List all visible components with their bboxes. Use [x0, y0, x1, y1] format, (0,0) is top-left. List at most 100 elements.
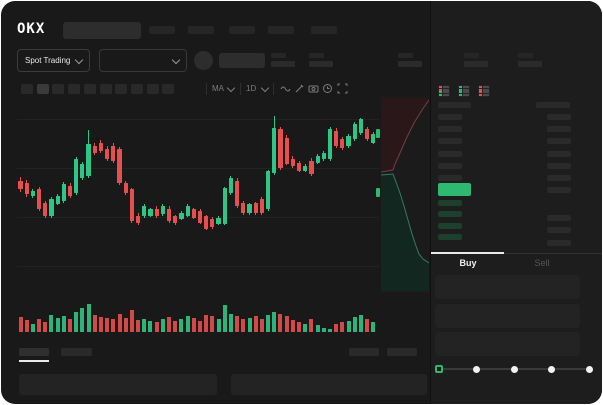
candle — [241, 203, 246, 213]
pair-selector-dropdown[interactable] — [99, 49, 187, 72]
timeframe-button[interactable] — [68, 84, 81, 94]
wave-icon[interactable] — [280, 83, 291, 94]
orderbook-col-header-price — [438, 102, 471, 108]
volume-bar — [371, 322, 376, 332]
candle — [210, 218, 215, 227]
book-row-glyph — [479, 86, 489, 89]
last-price-badge[interactable] — [438, 183, 471, 196]
clock-icon[interactable] — [322, 83, 333, 94]
coin-avatar[interactable] — [194, 51, 213, 70]
book-row-glyph — [439, 93, 449, 96]
volume-bar — [309, 319, 314, 332]
nav-item[interactable] — [229, 26, 255, 34]
book-combined-icon[interactable] — [438, 85, 450, 97]
book-sells-icon[interactable] — [478, 85, 490, 97]
book-row-glyph — [479, 88, 489, 91]
slider-stop[interactable] — [510, 365, 518, 373]
candle — [315, 156, 320, 164]
gridline — [17, 168, 379, 169]
sell-price[interactable] — [438, 126, 462, 133]
book-row-glyph — [459, 93, 469, 96]
candle — [259, 198, 264, 213]
pencil-icon[interactable] — [294, 83, 305, 94]
sell-price[interactable] — [438, 162, 462, 169]
buy-price[interactable] — [438, 211, 462, 218]
camera-icon[interactable] — [308, 83, 319, 94]
slider-stop[interactable] — [473, 365, 480, 373]
timeframe-button[interactable] — [52, 84, 65, 94]
stat-value — [309, 61, 333, 67]
timeframe-button[interactable] — [130, 84, 143, 94]
slider-handle[interactable] — [435, 365, 443, 373]
candle — [117, 148, 122, 184]
okx-logo: OKX — [17, 21, 46, 37]
bottom-chip[interactable] — [387, 348, 417, 356]
indicator-dropdown[interactable]: MA — [212, 84, 224, 93]
market-type-label: Spot Trading — [25, 56, 71, 65]
bottom-tab[interactable] — [61, 348, 92, 356]
volume-bar — [334, 323, 339, 332]
candle — [49, 198, 54, 217]
market-type-dropdown[interactable]: Spot Trading — [17, 49, 90, 72]
nav-item[interactable] — [149, 26, 175, 34]
book-buys-icon[interactable] — [458, 85, 470, 97]
buy-price[interactable] — [438, 222, 462, 229]
candle — [278, 128, 283, 169]
bottom-tab-active[interactable] — [19, 348, 49, 356]
order-input[interactable] — [435, 275, 580, 299]
candle — [266, 170, 271, 209]
tab-divider — [504, 253, 602, 254]
candle — [98, 143, 104, 151]
nav-item[interactable] — [311, 26, 337, 34]
volume-bar — [210, 316, 215, 332]
slider-stop[interactable] — [548, 365, 555, 373]
buy-price[interactable] — [438, 234, 462, 241]
active-tab-indicator — [431, 252, 504, 254]
expand-icon[interactable] — [337, 83, 348, 94]
sell-price[interactable] — [438, 138, 462, 145]
timeframe-button[interactable] — [115, 84, 128, 94]
candle — [123, 183, 128, 193]
nav-item[interactable] — [188, 26, 214, 34]
chevron-down-icon[interactable] — [260, 83, 270, 93]
volume-bar — [55, 318, 60, 332]
volume-bar — [247, 318, 252, 332]
buy-price[interactable] — [438, 200, 462, 206]
timeframe-button[interactable] — [162, 84, 175, 94]
sell-price[interactable] — [438, 114, 462, 120]
volume-bar — [290, 320, 295, 332]
volume-bar — [259, 319, 264, 332]
timeframe-button[interactable] — [146, 84, 159, 94]
volume-bar — [43, 321, 48, 332]
candle — [92, 146, 97, 153]
volume-bar — [198, 320, 202, 332]
chevron-down-icon[interactable] — [226, 83, 236, 93]
candle — [321, 152, 326, 160]
volume-bar — [86, 304, 91, 332]
slider-stop[interactable] — [585, 365, 593, 373]
volume-bar — [18, 316, 23, 332]
volume-bar — [358, 314, 363, 332]
tab-buy[interactable]: Buy — [459, 258, 477, 268]
search-bar[interactable] — [63, 22, 141, 39]
nav-item[interactable] — [268, 26, 294, 34]
timeframe-button-active[interactable] — [36, 84, 49, 94]
candle — [111, 146, 116, 162]
candle — [235, 181, 240, 206]
timeframe-button[interactable] — [21, 84, 33, 94]
volume-bar — [154, 321, 159, 332]
buy-amount — [547, 214, 571, 221]
interval-dropdown[interactable]: 1D — [246, 84, 257, 93]
timeframe-button[interactable] — [99, 84, 112, 94]
sell-price[interactable] — [438, 175, 462, 181]
timeframe-button[interactable] — [83, 84, 96, 94]
sell-price[interactable] — [438, 150, 462, 157]
sell-amount — [547, 138, 571, 145]
tab-sell[interactable]: Sell — [534, 258, 550, 268]
candle — [30, 191, 35, 197]
order-input[interactable] — [435, 332, 580, 356]
bottom-chip[interactable] — [349, 348, 379, 356]
order-input[interactable] — [435, 304, 580, 328]
volume-bar — [24, 320, 29, 332]
